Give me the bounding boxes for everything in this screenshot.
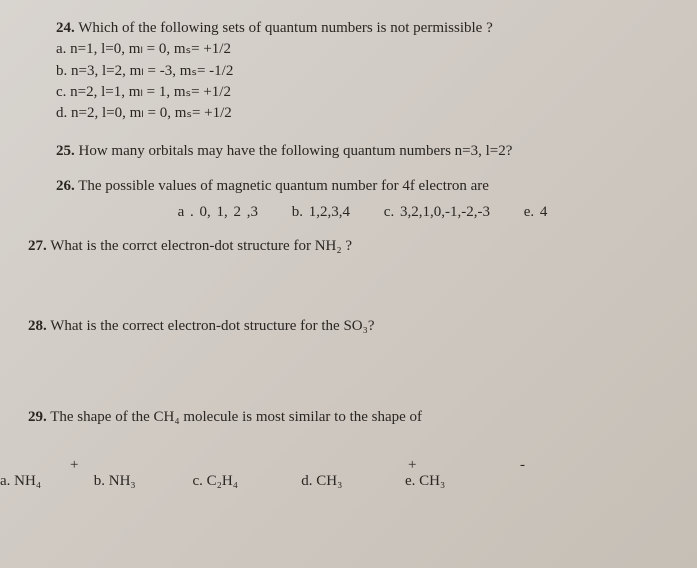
q29-opt-c: c. C₂H₄	[193, 471, 298, 491]
q29-sign-plus1: +	[70, 455, 78, 475]
question-27: 27. What is the corrct electron-dot stru…	[28, 236, 669, 256]
q28-stem: What is the correct electron-dot structu…	[50, 318, 374, 334]
q29-sign-minus: -	[520, 455, 525, 475]
q26-opt-b: b. 1,2,3,4	[292, 204, 350, 220]
q24-options: a. n=1, l=0, mₗ = 0, mₛ= +1/2 b. n=3, l=…	[56, 39, 669, 123]
question-29: 29. The shape of the CH₄ molecule is mos…	[28, 407, 669, 492]
question-24: 24. Which of the following sets of quant…	[56, 18, 669, 123]
q29-options: + + - a. NH₄ b. NH₃ c. C₂H₄ d. CH₃ e. CH…	[28, 455, 669, 491]
q27-stem: What is the corrct electron-dot structur…	[50, 238, 352, 254]
q29-signs: + + -	[28, 455, 669, 471]
q24-opt-a: a. n=1, l=0, mₗ = 0, mₛ= +1/2	[56, 39, 669, 59]
q29-stem: The shape of the CH₄ molecule is most si…	[50, 409, 422, 425]
q28-number: 28.	[28, 318, 47, 334]
question-28: 28. What is the correct electron-dot str…	[28, 316, 669, 336]
q24-stem: Which of the following sets of quantum n…	[78, 20, 493, 36]
q29-opt-d: d. CH₃	[301, 471, 401, 491]
q26-options: a . 0, 1, 2 ,3 b. 1,2,3,4 c. 3,2,1,0,-1,…	[56, 202, 669, 222]
question-25: 25. How many orbitals may have the follo…	[56, 141, 669, 161]
q26-opt-c: c. 3,2,1,0,-1,-2,-3	[384, 204, 490, 220]
q26-opt-e: e. 4	[524, 204, 548, 220]
q26-opt-a: a . 0, 1, 2 ,3	[178, 204, 258, 220]
page: 24. Which of the following sets of quant…	[0, 0, 697, 515]
q29-sign-plus2: +	[408, 455, 416, 475]
q25-stem: How many orbitals may have the following…	[79, 143, 513, 159]
q29-option-row: a. NH₄ b. NH₃ c. C₂H₄ d. CH₃ e. CH₃	[0, 471, 669, 491]
question-26: 26. The possible values of magnetic quan…	[56, 176, 669, 223]
q29-opt-e: e. CH₃	[405, 471, 495, 491]
q26-number: 26.	[56, 178, 75, 194]
q24-opt-b: b. n=3, l=2, mₗ = -3, mₛ= -1/2	[56, 61, 669, 81]
q24-number: 24.	[56, 20, 75, 36]
q24-opt-c: c. n=2, l=1, mₗ = 1, mₛ= +1/2	[56, 82, 669, 102]
q24-stem-line: 24. Which of the following sets of quant…	[56, 18, 669, 38]
q29-opt-b: b. NH₃	[94, 471, 189, 491]
q27-number: 27.	[28, 238, 47, 254]
q26-stem: The possible values of magnetic quantum …	[78, 178, 489, 194]
q29-number: 29.	[28, 409, 47, 425]
q25-number: 25.	[56, 143, 75, 159]
q24-opt-d: d. n=2, l=0, mₗ = 0, mₛ= +1/2	[56, 103, 669, 123]
